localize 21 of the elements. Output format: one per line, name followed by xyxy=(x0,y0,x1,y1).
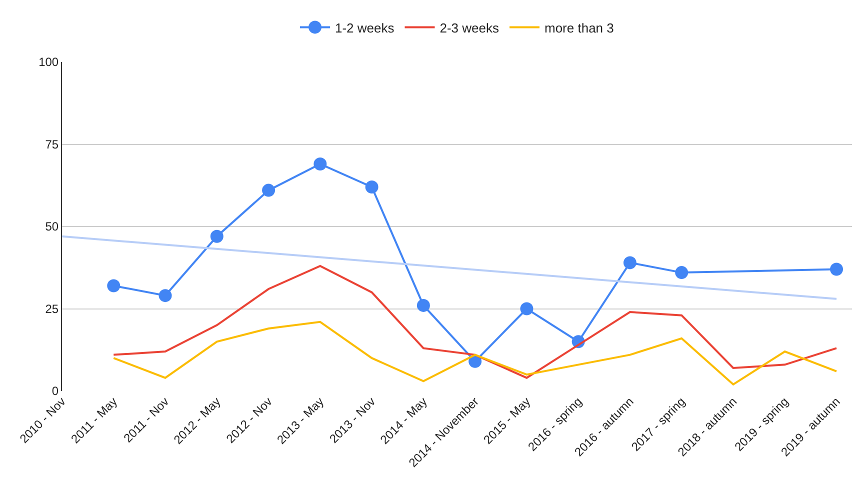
y-tick-label: 25 xyxy=(45,302,59,316)
point xyxy=(675,266,688,280)
line-series xyxy=(112,264,838,379)
line-series xyxy=(112,320,838,386)
point xyxy=(314,157,327,170)
legend-label: 1-2 weeks xyxy=(335,20,395,36)
point xyxy=(623,256,636,270)
y-tick-label: 100 xyxy=(38,55,59,70)
legend-label: 2-3 weeks xyxy=(440,20,500,36)
y-tick-label: 0 xyxy=(52,384,59,398)
legend-label: more than 3 xyxy=(544,20,614,36)
point xyxy=(365,180,378,194)
point xyxy=(520,302,534,316)
y-tick-label: 75 xyxy=(45,137,59,152)
point xyxy=(830,262,844,276)
point xyxy=(262,184,276,197)
point xyxy=(158,289,172,302)
point xyxy=(210,230,224,243)
point xyxy=(107,279,120,292)
y-tick-label: 50 xyxy=(45,220,59,234)
point xyxy=(416,298,430,312)
